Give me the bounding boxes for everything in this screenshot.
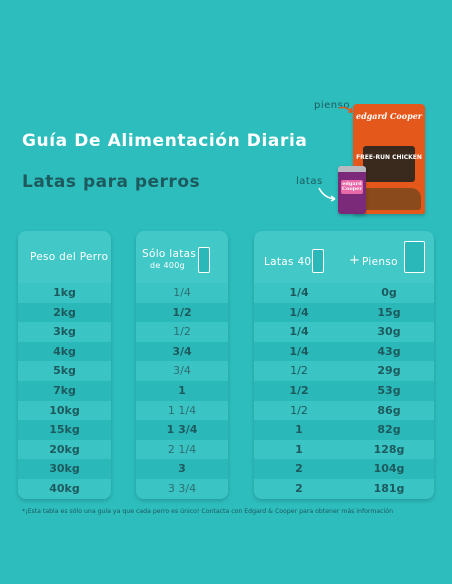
plus-icon: +	[349, 253, 361, 268]
bag-brand-logo: edgard Cooper	[356, 111, 422, 121]
cans-only-header-label: Sólo latas	[142, 248, 197, 260]
weight-cell: 20kg	[18, 439, 111, 460]
cans-only-header-sub: de 400g	[150, 261, 185, 270]
mix-row: 1/4 0g	[254, 283, 434, 303]
mix-food-cell: 30g	[377, 325, 401, 339]
mix-row: 1 128g	[254, 439, 434, 460]
mix-row: 1/2 86g	[254, 400, 434, 421]
weight-cell: 4kg	[18, 341, 111, 362]
weight-column-header: Peso del Perro	[18, 231, 111, 283]
mix-row: 1/2 29g	[254, 361, 434, 381]
mix-cans-cell: 2	[295, 481, 303, 495]
cans-only-cell: 1 3/4	[136, 420, 228, 440]
weight-cell: 30kg	[18, 459, 111, 479]
weight-cell: 40kg	[18, 478, 111, 499]
mix-cans-cell: 1/4	[289, 286, 309, 299]
weight-header-label: Peso del Perro	[30, 251, 109, 263]
mix-cans-cell: 1	[295, 423, 303, 437]
mix-food-cell: 128g	[373, 442, 405, 456]
mix-cans-cell: 1/2	[289, 383, 309, 397]
mix-cans-cell: 1/4	[289, 325, 309, 339]
bag-badge	[363, 146, 415, 182]
cans-only-cell: 3/4	[136, 341, 228, 362]
can-lid	[338, 166, 366, 172]
mix-row: 1/4 43g	[254, 341, 434, 362]
mix-food-cell: 82g	[377, 423, 401, 437]
cans-only-cell: 1/2	[136, 322, 228, 342]
food-bag-icon	[404, 241, 425, 273]
can-icon	[198, 247, 210, 273]
mix-cans-cell: 1/4	[289, 305, 309, 319]
mix-food-cell: 53g	[377, 383, 401, 397]
page-title: Guía De Alimentación Diaria	[22, 131, 308, 151]
mix-row: 1/2 53g	[254, 380, 434, 401]
mix-food-cell: 29g	[377, 364, 401, 378]
cans-only-header-text: Sólo latas de 400g	[142, 248, 196, 272]
can-icon	[312, 249, 324, 273]
cans-only-cell: 3	[136, 459, 228, 479]
cans-only-cell: 3/4	[136, 361, 228, 381]
weight-rows: 1kg 2kg 3kg 4kg 5kg 7kg 10kg 15kg 20kg 30kg 40kg	[18, 283, 111, 499]
mix-cans-cell: 1/4	[289, 344, 309, 358]
arrow-icon	[318, 187, 336, 202]
cans-only-cell: 1	[136, 380, 228, 401]
weight-cell: 5kg	[18, 361, 111, 381]
bag-food-illustration	[357, 188, 421, 210]
weight-cell: 15kg	[18, 420, 111, 440]
weight-cell: 1kg	[18, 283, 111, 303]
cans-only-cell: 1 1/4	[136, 400, 228, 421]
can-brand-logo: edgard Cooper	[342, 181, 362, 192]
mix-cans-header-label: Latas 400g	[264, 256, 326, 268]
weight-cell: 3kg	[18, 322, 111, 342]
mix-row: 1/4 15g	[254, 302, 434, 323]
cans-only-cell: 3 3/4	[136, 478, 228, 499]
cans-only-cell: 2 1/4	[136, 439, 228, 460]
mix-food-cell: 0g	[381, 286, 397, 299]
mix-food-cell: 86g	[377, 403, 401, 417]
mix-cans-cell: 1/2	[290, 403, 308, 417]
mix-row: 2 181g	[254, 478, 434, 499]
cans-only-rows: 1/4 1/2 1/2 3/4 3/4 1 1 1/4 1 3/4 2 1/4 3 3 3/4	[136, 283, 228, 499]
cans-only-cell: 1/4	[136, 283, 228, 303]
weight-cell: 7kg	[18, 380, 111, 401]
mix-food-cell: 43g	[377, 344, 401, 358]
footnote: *¡Esta tabla es sólo una guía ya que cad…	[22, 508, 393, 515]
mix-cans-cell: 1	[295, 442, 303, 456]
mix-row: 2 104g	[254, 459, 434, 479]
cans-only-cell: 1/2	[136, 302, 228, 323]
weight-cell: 2kg	[18, 302, 111, 323]
mix-row: 1/4 30g	[254, 322, 434, 342]
mix-rows: 1/4 0g 1/4 15g 1/4 30g 1/4 43g 1/2 29g 1/2 53g 1/2 86…	[254, 283, 434, 499]
weight-cell: 10kg	[18, 400, 111, 421]
mix-food-cell: 181g	[373, 481, 405, 495]
pienso-label: pienso	[314, 100, 350, 111]
mix-food-header-label: Pienso	[362, 256, 398, 268]
mix-column: Latas 400g + Pienso 1/4 0g 1/4 15g 1/4 30g 1/4…	[254, 231, 434, 499]
mix-cans-cell: 1/2	[290, 364, 308, 378]
bag-badge-text: FREE-RUN CHICKEN	[356, 154, 422, 161]
mix-cans-cell: 2	[295, 462, 303, 476]
cans-only-column: Sólo latas de 400g 1/4 1/2 1/2 3/4 3/4 1 1 1/4…	[136, 231, 228, 499]
cans-only-column-header: Sólo latas de 400g	[136, 231, 228, 283]
mix-row: 1 82g	[254, 420, 434, 440]
arrow-icon	[338, 106, 353, 113]
latas-label: latas	[296, 176, 323, 187]
weight-column: Peso del Perro 1kg 2kg 3kg 4kg 5kg 7kg 10kg 15k…	[18, 231, 111, 499]
can-band	[341, 180, 363, 194]
wet-food-can-image: edgard Cooper	[338, 166, 366, 214]
mix-food-cell: 15g	[377, 305, 401, 319]
page-subtitle: Latas para perros	[22, 172, 201, 192]
mix-column-header: Latas 400g + Pienso	[254, 231, 434, 283]
mix-food-cell: 104g	[373, 462, 405, 476]
